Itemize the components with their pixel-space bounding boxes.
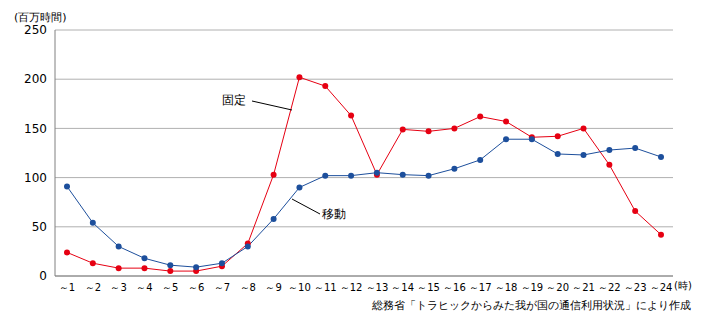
svg-text:～10: ～10 [288,282,311,293]
svg-text:～20: ～20 [546,282,569,293]
html-text:(百万時間): (百万時間) [14,11,67,24]
svg-text:～14: ～14 [391,282,414,293]
svg-text:～1: ～1 [59,282,75,293]
svg-text:250: 250 [24,23,47,37]
svg-text:～21: ～21 [572,282,595,293]
svg-text:～9: ～9 [265,282,281,293]
html-text:(時): (時) [674,280,692,291]
svg-text:～4: ～4 [136,282,152,293]
svg-text:～23: ～23 [624,282,647,293]
svg-text:～6: ～6 [188,282,204,293]
svg-text:～13: ～13 [366,282,389,293]
svg-text:～11: ～11 [314,282,337,293]
svg-text:～3: ～3 [110,282,126,293]
svg-text:～12: ～12 [340,282,363,293]
svg-text:移動: 移動 [322,207,346,221]
svg-text:～24: ～24 [650,282,673,293]
svg-text:200: 200 [24,72,47,86]
svg-text:150: 150 [24,122,47,136]
svg-text:～7: ～7 [214,282,230,293]
svg-text:～22: ～22 [598,282,621,293]
svg-text:～15: ～15 [417,282,440,293]
svg-text:～16: ～16 [443,282,466,293]
svg-text:～19: ～19 [521,282,544,293]
svg-text:～17: ～17 [469,282,492,293]
svg-text:50: 50 [32,220,47,234]
svg-text:～2: ～2 [85,282,101,293]
svg-text:～5: ～5 [162,282,178,293]
svg-text:～18: ～18 [495,282,518,293]
svg-text:100: 100 [24,171,47,185]
svg-text:0: 0 [39,269,47,283]
html-text:総務省「トラヒックからみた我が国の通信利用状況」により作成: 総務省「トラヒックからみた我が国の通信利用状況」により作成 [372,299,691,312]
svg-text:固定: 固定 [222,93,246,107]
svg-text:～8: ～8 [240,282,256,293]
